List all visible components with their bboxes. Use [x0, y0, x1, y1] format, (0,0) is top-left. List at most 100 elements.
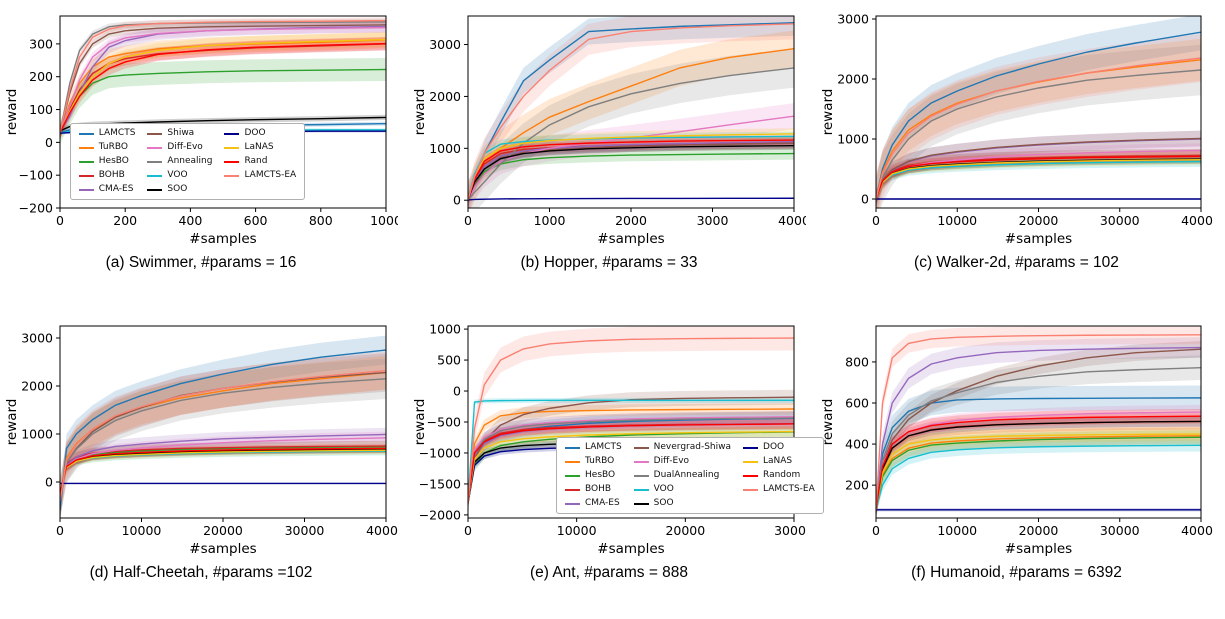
legend-label: DOO: [763, 442, 785, 453]
line-VOO: [876, 444, 1201, 510]
legend-line-swatch: [565, 474, 581, 477]
legend-column: Shiwa Diff-Evo Annealing VOO SOO: [147, 128, 212, 195]
band-LaNAS: [876, 426, 1201, 517]
figure-grid: 0 200 400 600 800 1000 −200 −100 0 100 200 300 #samp…: [4, 8, 1221, 582]
band-BOHB: [468, 137, 794, 206]
x-tick-label: 0: [464, 213, 472, 228]
legend-line-swatch: [78, 188, 94, 191]
legend-item-DualAnnealing: DualAnnealing: [633, 470, 731, 481]
band-HesBO: [468, 147, 794, 207]
x-tick-label: 800: [309, 213, 333, 228]
band-BOHB: [876, 413, 1201, 518]
y-tick-label: −2000: [419, 507, 461, 522]
band-HesBO: [60, 440, 386, 503]
legend-label: LAMCTS: [98, 128, 136, 139]
legend-label: Nevergrad-Shiwa: [653, 442, 732, 453]
band-CMA-ES: [468, 135, 794, 207]
line-TuRBO: [876, 435, 1201, 510]
band-LaNAS: [468, 128, 794, 206]
legend-label: Diff-Evo: [653, 456, 690, 467]
line-Shiwa: [60, 24, 386, 133]
legend-column: DOO LaNAS Rand LAMCTS-EA: [224, 128, 296, 195]
legend-e: LAMCTS TuRBO HesBO BOHB CMA-ES Nevergrad-Shiw…: [556, 437, 824, 515]
line-LAMCTS: [876, 31, 1201, 200]
line-DualAnnealing: [468, 417, 794, 503]
chart-svg-b: 0 1000 2000 3000 4000 0 1000 2000 3000 #samples re…: [412, 15, 810, 247]
line-LaNAS: [60, 449, 386, 495]
series-group: [468, 326, 794, 515]
band-Shiwa: [876, 130, 1201, 207]
y-tick-label: −200: [19, 201, 53, 216]
band-VOO: [876, 156, 1201, 205]
legend-line-swatch: [147, 160, 163, 163]
x-tick-label: 10000: [937, 523, 977, 538]
band-CMA-ES: [60, 427, 386, 504]
x-tick-label: 10000: [557, 523, 597, 538]
legend-line-swatch: [147, 188, 163, 191]
x-tick-label: 30000: [285, 523, 325, 538]
legend-label: SOO: [167, 184, 188, 195]
legend-line-swatch: [633, 460, 649, 463]
y-tick-label: 2000: [429, 89, 461, 104]
line-Annealing: [876, 366, 1201, 510]
legend-a: LAMCTS TuRBO HesBO BOHB CMA-ES Shiwa Diff-Evo A…: [69, 123, 306, 201]
series-group: [60, 335, 386, 518]
band-Diff-Evo: [876, 143, 1201, 207]
legend-label: BOHB: [585, 484, 612, 495]
legend-line-swatch: [633, 446, 649, 449]
x-axis-label: #samples: [1005, 541, 1072, 557]
line-Diff-Evo: [468, 416, 794, 503]
x-tick-label: 30000: [1100, 213, 1140, 228]
line-Rand: [60, 447, 386, 495]
legend-item-SOO: SOO: [633, 498, 731, 509]
axes-frame: [59, 15, 387, 209]
y-axis-label: reward: [4, 399, 20, 446]
legend-item-CMA-ES: CMA-ES: [78, 184, 136, 195]
legend-item-Shiwa: Shiwa: [147, 128, 212, 139]
band-TuRBO: [468, 403, 794, 509]
legend-line-swatch: [224, 132, 240, 135]
legend-item-LAMCTS: LAMCTS: [565, 442, 622, 453]
legend-label: SOO: [653, 498, 674, 509]
legend-line-swatch: [565, 488, 581, 491]
x-tick-label: 1000: [534, 213, 566, 228]
band-Diff-Evo: [468, 411, 794, 509]
tick-group: 0 1000 2000 3000 4000 0 1000 2000 3000: [429, 37, 810, 228]
line-LAMCTS: [876, 397, 1201, 510]
y-tick-label: 1000: [429, 141, 461, 156]
line-CMA-ES: [876, 346, 1201, 510]
y-tick-label: 300: [29, 36, 53, 51]
legend-item-TuRBO: TuRBO: [565, 456, 622, 467]
band-Shiwa: [468, 137, 794, 206]
legend-label: LAMCTS: [585, 442, 622, 453]
legend-label: VOO: [653, 484, 674, 495]
y-tick-label: 1000: [21, 427, 53, 442]
legend-label: HesBO: [585, 470, 616, 481]
line-Rand: [60, 42, 386, 133]
caption-walker2d: (c) Walker-2d, #params = 102: [914, 254, 1119, 271]
line-Rand: [468, 139, 794, 201]
x-tick-label: 10000: [122, 523, 162, 538]
band-LaNAS: [60, 32, 386, 140]
band-DualAnnealing: [468, 411, 794, 510]
y-tick-label: 0: [45, 135, 53, 150]
line-Diff-Evo: [468, 115, 794, 201]
y-tick-label: −500: [427, 415, 461, 430]
legend-item-DOO: DOO: [743, 442, 815, 453]
band-LAMCTS: [876, 16, 1201, 208]
legend-line-swatch: [743, 446, 759, 449]
legend-line-swatch: [743, 460, 759, 463]
y-tick-label: −1000: [419, 445, 461, 460]
band-Rand: [60, 37, 386, 140]
legend-item-LAMCTS-EA: LAMCTS-EA: [224, 170, 296, 181]
legend-item-LaNAS: LaNAS: [224, 142, 296, 153]
x-tick-label: 0: [464, 523, 472, 538]
x-tick-label: 0: [56, 523, 64, 538]
x-axis-label: #samples: [1005, 231, 1072, 247]
y-tick-label: 0: [861, 192, 869, 207]
y-tick-label: 1000: [837, 132, 869, 147]
